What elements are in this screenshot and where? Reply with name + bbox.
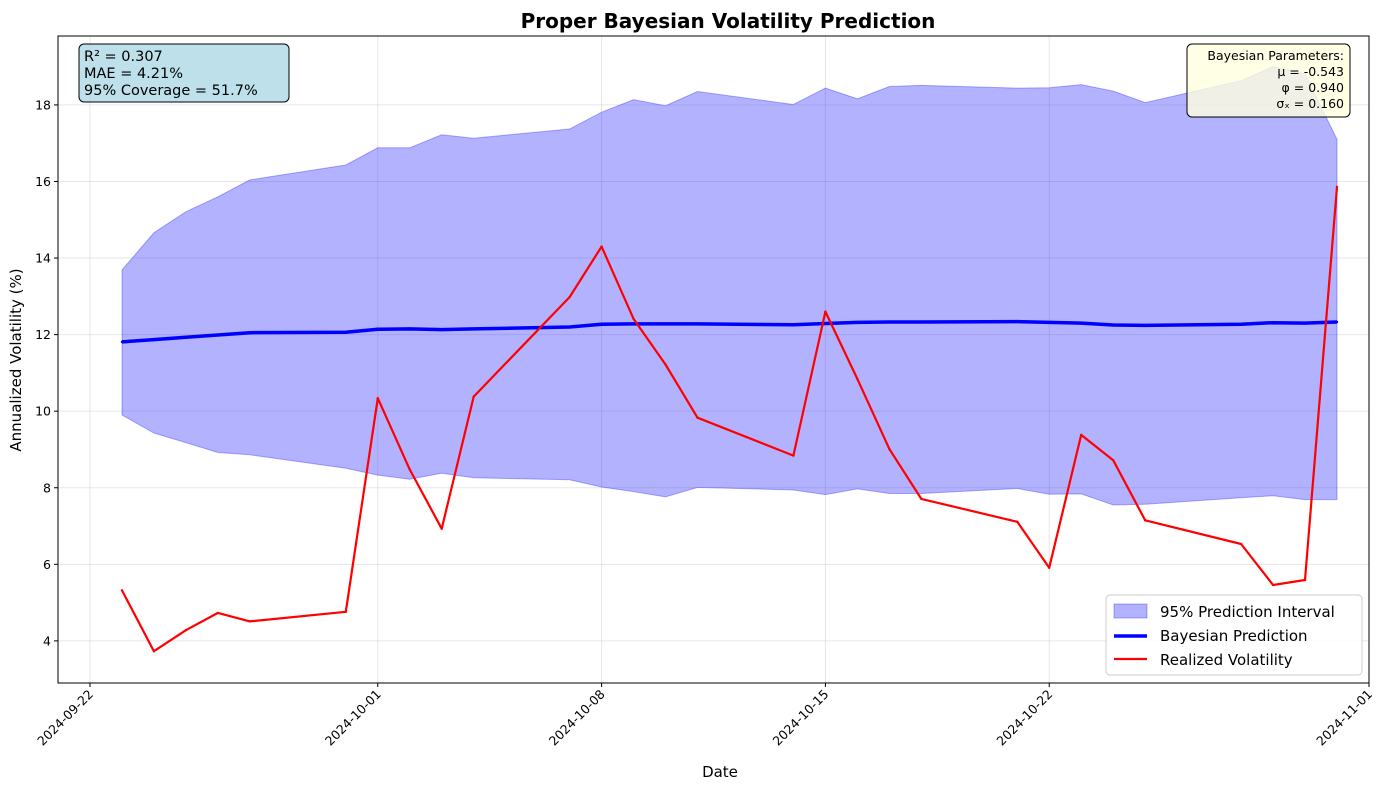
prediction-point [888, 320, 891, 324]
legend-label-realized: Realized Volatility [1160, 651, 1293, 669]
prediction-point [568, 325, 571, 329]
parameter-phi: φ = 0.940 [1282, 80, 1344, 95]
realized-point [824, 310, 827, 313]
realized-point [1048, 566, 1051, 569]
prediction-point [1239, 323, 1243, 326]
realized-point [632, 317, 635, 321]
x-tick-label: 2024-09-22 [34, 687, 96, 749]
prediction-point [696, 322, 699, 326]
x-tick-label: 2024-11-01 [1313, 687, 1375, 749]
metrics-box-background [78, 43, 290, 103]
prediction-point [1143, 324, 1147, 327]
legend-frame [1105, 594, 1363, 676]
y-tick-label: 10 [35, 404, 51, 419]
prediction-point [632, 322, 635, 326]
prediction-point [248, 331, 252, 334]
realized-point [1111, 458, 1115, 462]
x-tick-label: 2024-10-01 [322, 687, 384, 749]
prediction-point [600, 323, 603, 326]
realized-point [472, 395, 475, 398]
y-tick-label: 8 [43, 480, 51, 495]
prediction-point [1303, 321, 1307, 325]
realized-point [1271, 583, 1275, 587]
metric-mae: MAE = 4.21% [84, 66, 183, 82]
x-tick-label: 2024-10-08 [546, 686, 608, 748]
realized-point [1239, 542, 1243, 546]
y-tick-label: 16 [35, 174, 51, 189]
prediction-point [440, 328, 443, 331]
legend: 95% Prediction Interval Bayesian Predict… [1105, 594, 1363, 676]
realized-point [696, 416, 699, 419]
legend-band-swatch [1113, 603, 1148, 619]
realized-point [440, 527, 443, 530]
metrics-box: R² = 0.307 MAE = 4.21% 95% Coverage = 51… [78, 43, 290, 103]
prediction-point [824, 322, 827, 325]
prediction-point [152, 338, 156, 341]
prediction-point [1048, 321, 1051, 324]
y-tick-label: 6 [43, 557, 51, 572]
parameter-mu: μ = -0.543 [1277, 64, 1344, 79]
realized-point [248, 620, 252, 623]
realized-point [856, 377, 859, 381]
prediction-point [1080, 321, 1083, 325]
realized-point [792, 454, 795, 457]
prediction-point [1111, 323, 1115, 327]
prediction-point [856, 321, 859, 324]
y-tick-label: 4 [43, 633, 51, 648]
realized-point [920, 497, 923, 501]
prediction-point [344, 331, 347, 334]
parameters-heading: Bayesian Parameters: [1207, 48, 1344, 63]
realized-point [376, 396, 379, 400]
parameters-box-background [1186, 43, 1351, 118]
bayesian-prediction-points [120, 320, 1339, 344]
y-axis-label: Annualized Volatility (%) [7, 268, 25, 451]
realized-point [216, 611, 220, 615]
realized-point [1080, 433, 1083, 437]
metric-coverage: 95% Coverage = 51.7% [84, 83, 258, 99]
prediction-point [664, 322, 667, 326]
prediction-point [216, 333, 220, 337]
realized-point [408, 468, 411, 471]
realized-point [664, 363, 667, 366]
prediction-point [472, 327, 475, 331]
parameters-box: Bayesian Parameters: μ = -0.543 φ = 0.94… [1186, 43, 1351, 118]
y-axis-ticks: 4 6 8 10 12 14 16 18 [35, 97, 58, 648]
x-tick-label: 2024-10-22 [993, 687, 1055, 749]
prediction-point [1271, 321, 1275, 324]
prediction-point [376, 328, 379, 331]
realized-point [1143, 519, 1147, 522]
realized-point [600, 245, 603, 248]
realized-volatility-points [120, 185, 1339, 653]
realized-point [568, 295, 571, 299]
prediction-point [120, 340, 124, 344]
realized-point [344, 610, 347, 613]
prediction-point [792, 323, 795, 326]
x-axis-ticks: 2024-09-22 2024-10-01 2024-10-08 2024-10-15… [34, 683, 1375, 748]
realized-point [120, 589, 124, 592]
prediction-point [1016, 320, 1019, 323]
plot-frame [57, 35, 1370, 684]
parameter-sigma: σₓ = 0.160 [1276, 96, 1344, 111]
realized-point [1016, 520, 1019, 524]
y-tick-label: 14 [35, 251, 51, 266]
prediction-interval-band [121, 66, 1338, 506]
realized-point [1303, 578, 1307, 582]
legend-label-interval: 95% Prediction Interval [1160, 603, 1335, 621]
realized-point [152, 650, 156, 653]
realized-point [888, 447, 891, 451]
prediction-point [1335, 320, 1339, 324]
realized-point [1335, 185, 1339, 189]
y-tick-label: 18 [35, 97, 51, 112]
chart-title: Proper Bayesian Volatility Prediction [521, 9, 936, 33]
x-axis-label: Date [702, 763, 738, 781]
legend-label-prediction: Bayesian Prediction [1160, 627, 1308, 645]
y-tick-label: 12 [35, 327, 51, 342]
prediction-point [184, 336, 188, 339]
prediction-point [408, 327, 411, 331]
prediction-point [920, 320, 923, 324]
metric-r2: R² = 0.307 [84, 49, 163, 65]
realized-point [184, 628, 188, 632]
x-tick-label: 2024-10-15 [770, 687, 832, 749]
